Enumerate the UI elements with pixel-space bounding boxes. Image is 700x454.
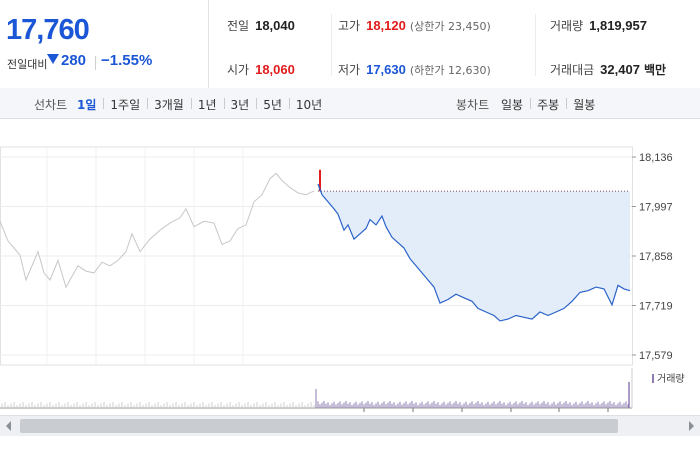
price-chart-svg: 18,136 17,997 17,858 17,719 17,579 거래량 xyxy=(0,146,685,412)
divider xyxy=(95,56,96,70)
lower-limit: (하한가 12,630) xyxy=(409,64,491,77)
stat-label: 전일 xyxy=(227,19,250,33)
stat-value: 17,630 xyxy=(366,62,406,77)
stat-label: 시가 xyxy=(227,63,250,77)
y-tick-label: 17,858 xyxy=(639,251,673,263)
chart-scrollbar[interactable] xyxy=(0,415,700,436)
candle-period-tab-0[interactable]: 일봉 xyxy=(501,98,524,112)
price-box: 17,760 전일대비 280 −1.55% xyxy=(0,0,209,88)
stat-value: 18,120 xyxy=(366,18,406,33)
today-price-line xyxy=(317,183,631,322)
price-chart[interactable]: 18,136 17,997 17,858 17,719 17,579 거래량 xyxy=(0,118,700,450)
upper-limit: (상한가 23,450) xyxy=(409,20,491,33)
candle-period-tab-2[interactable]: 월봉 xyxy=(566,96,602,113)
price-change-value: 280 xyxy=(61,52,87,69)
line-chart-title: 선차트 xyxy=(34,98,68,112)
chart-plot xyxy=(0,169,631,322)
volume-legend-label: 거래량 xyxy=(657,373,685,385)
stat-low: 저가 17,630 (하한가 12,630) xyxy=(338,61,491,78)
stat-unit: 백만 xyxy=(643,63,667,77)
line-period-tab-6[interactable]: 10년 xyxy=(288,96,329,113)
stat-label: 거래대금 xyxy=(550,63,595,77)
divider xyxy=(535,14,536,76)
y-tick-label: 17,997 xyxy=(639,202,673,214)
line-chart-tabs: 1일 1주일 3개월 1년 3년 5년 10년 xyxy=(70,96,329,113)
y-tick-label: 17,719 xyxy=(639,301,673,313)
stat-volume: 거래량 1,819,957 xyxy=(550,17,647,34)
line-period-tab-0[interactable]: 1일 xyxy=(77,98,97,112)
candle-chart-tabs: 일봉 주봉 월봉 xyxy=(494,96,602,113)
down-triangle-icon xyxy=(47,54,59,64)
scrollbar-thumb[interactable] xyxy=(20,419,618,433)
y-axis: 18,136 17,997 17,858 17,719 17,579 xyxy=(632,152,673,362)
stat-value: 32,407 xyxy=(600,62,640,77)
current-price: 17,760 xyxy=(6,14,90,46)
line-period-tab-1[interactable]: 1주일 xyxy=(103,96,147,113)
stat-value: 1,819,957 xyxy=(589,18,647,33)
stat-open: 시가 18,060 xyxy=(227,61,295,78)
stat-value: 18,040 xyxy=(255,18,295,33)
prev-day-label: 전일대비 xyxy=(7,58,48,71)
scroll-left-arrow-icon[interactable] xyxy=(6,421,11,431)
stat-label: 고가 xyxy=(338,19,361,33)
line-period-tab-4[interactable]: 3년 xyxy=(223,96,257,113)
period-bar: 선차트 1일 1주일 3개월 1년 3년 5년 10년 봉차트 일봉 주봉 월봉 xyxy=(0,88,700,119)
y-tick-label: 18,136 xyxy=(639,152,673,164)
line-period-tab-5[interactable]: 5년 xyxy=(256,96,289,113)
change-rate: −1.55% xyxy=(101,52,153,69)
volume-panel: 거래량 xyxy=(0,368,685,412)
stat-label: 저가 xyxy=(338,63,361,77)
stat-amount: 거래대금 32,407 백만 xyxy=(550,61,666,78)
candle-chart-title: 봉차트 xyxy=(456,98,490,112)
candle-period-tab-1[interactable]: 주봉 xyxy=(530,96,566,113)
line-period-tab-3[interactable]: 1년 xyxy=(190,96,224,113)
line-period-tab-2[interactable]: 3개월 xyxy=(147,96,191,113)
history-price-line xyxy=(0,172,315,289)
stat-high: 고가 18,120 (상한가 23,450) xyxy=(338,17,491,34)
stat-prev-close: 전일 18,040 xyxy=(227,17,295,34)
scroll-right-arrow-icon[interactable] xyxy=(689,421,694,431)
price-change: 280 xyxy=(47,52,86,69)
stock-summary: 17,760 전일대비 280 −1.55% 전일 18,040 시가 18,060… xyxy=(0,0,700,89)
y-tick-label: 17,579 xyxy=(639,350,673,362)
volume-legend-swatch xyxy=(652,374,654,383)
stat-label: 거래량 xyxy=(550,19,584,33)
today-area-fill xyxy=(318,184,630,321)
stat-value: 18,060 xyxy=(255,62,295,77)
divider xyxy=(331,14,332,76)
